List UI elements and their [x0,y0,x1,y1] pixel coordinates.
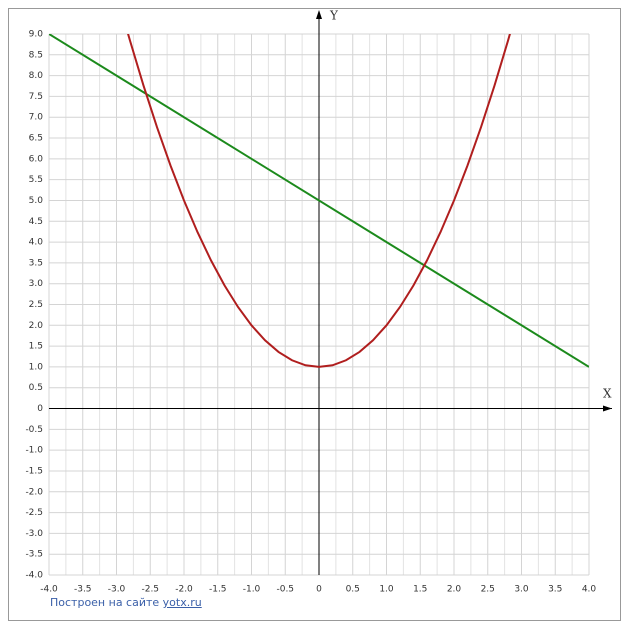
x-tick-label: -3.5 [74,585,92,595]
footer-link[interactable]: yotx.ru [162,596,202,609]
x-tick-label: 0 [316,585,322,595]
x-tick-label: -1.0 [243,585,261,595]
y-tick-label: 4.5 [29,217,43,227]
y-tick-label: 3.0 [29,279,44,289]
x-tick-label: -2.5 [141,585,159,595]
y-tick-label: -1.0 [25,446,43,456]
y-tick-label: 6.0 [29,154,44,164]
y-tick-label: 8.0 [29,71,44,81]
y-tick-label: -4.0 [25,571,43,581]
x-tick-label: 2.5 [481,585,495,595]
y-tick-label: 3.5 [29,258,43,268]
y-tick-label: 4.0 [29,238,44,248]
y-tick-label: -2.0 [25,487,43,497]
footer-text: Построен на сайте [50,596,160,609]
y-axis-arrow [316,10,322,19]
y-tick-label: 7.5 [29,92,43,102]
y-tick-label: 8.5 [29,50,43,60]
y-tick-label: 2.5 [29,300,43,310]
x-tick-label: 1.0 [379,585,394,595]
x-axis-label: X [603,387,612,401]
x-tick-label: 4.0 [582,585,597,595]
x-tick-label: 3.0 [514,585,529,595]
y-tick-label: 0.5 [29,383,43,393]
x-tick-label: 3.5 [548,585,562,595]
y-tick-label: 5.5 [29,175,43,185]
x-tick-label: -0.5 [276,585,294,595]
y-tick-label: 2.0 [29,321,44,331]
y-tick-label: -3.5 [25,550,43,560]
x-axis-arrow [603,405,612,412]
y-tick-label: -2.5 [25,508,43,518]
frame-border [8,8,621,621]
curve [49,34,589,368]
curve [127,34,511,368]
x-tick-label: 2.0 [447,585,462,595]
y-tick-label: -3.0 [25,529,43,539]
x-tick-label: 1.5 [413,585,427,595]
y-tick-label: 7.0 [29,113,44,123]
x-tick-label: -4.0 [40,585,58,595]
footer: Построен на сайте yotx.ru [50,596,202,609]
y-axis-label: Y [329,9,339,23]
y-tick-label: 9.0 [29,30,44,40]
y-tick-label: 1.5 [29,342,43,352]
y-tick-label: 0 [37,404,43,414]
y-tick-label: -1.5 [25,466,43,476]
y-tick-label: -0.5 [25,425,43,435]
x-tick-label: 0.5 [346,585,360,595]
y-tick-label: 5.0 [29,196,44,206]
x-tick-label: -2.0 [175,585,193,595]
y-tick-label: 1.0 [29,362,44,372]
y-tick-label: 6.5 [29,134,43,144]
x-tick-label: -3.0 [108,585,126,595]
x-tick-label: -1.5 [209,585,227,595]
